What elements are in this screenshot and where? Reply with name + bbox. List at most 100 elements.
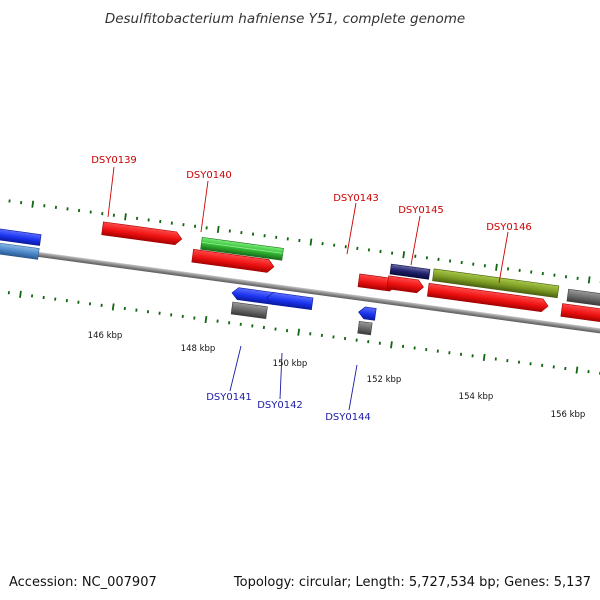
bottom-tick-major — [575, 366, 579, 374]
gene-label-dsy0146[interactable]: DSY0146 — [486, 222, 532, 233]
bottom-tick-major — [390, 341, 393, 349]
cds-reverse-0142 — [266, 292, 314, 311]
top-tick — [286, 237, 289, 241]
bottom-tick — [216, 319, 219, 323]
top-tick — [530, 270, 533, 274]
bottom-tick — [401, 344, 405, 349]
bottom-tick — [494, 357, 497, 361]
bottom-tick — [309, 332, 312, 336]
bottom-tick-major — [111, 303, 115, 311]
bottom-tick — [228, 321, 231, 325]
bottom-tick — [77, 300, 80, 304]
map-title: Desulfitobacterium hafniense Y51, comple… — [105, 11, 465, 27]
genome-backbone — [0, 236, 600, 344]
top-tick — [391, 251, 394, 255]
bottom-tick — [448, 351, 451, 355]
bottom-tick — [30, 294, 34, 298]
top-tick-major — [495, 263, 498, 271]
bottom-tick — [378, 341, 381, 345]
bottom-tick-major — [482, 353, 486, 362]
genome-summary: Topology: circular; Length: 5,727,534 bp… — [233, 575, 591, 590]
callout-dsy0140 — [200, 180, 209, 233]
bottom-tick — [343, 336, 347, 341]
bottom-tick — [425, 347, 428, 352]
callout-dsy0145 — [410, 215, 421, 266]
accession-label: Accession: NC_007907 — [9, 575, 157, 590]
gene-label-dsy0143[interactable]: DSY0143 — [333, 193, 379, 204]
top-tick — [472, 262, 475, 266]
gene-label-dsy0141[interactable]: DSY0141 — [206, 392, 252, 403]
top-tick — [43, 204, 46, 208]
top-tick — [356, 246, 359, 250]
bottom-tick-major — [297, 328, 301, 336]
top-tick — [8, 199, 11, 203]
top-tick — [448, 259, 452, 263]
callout-dsy0142 — [279, 352, 283, 400]
top-tick — [78, 208, 81, 213]
top-tick — [205, 226, 208, 230]
cds-reverse-0144 — [358, 306, 377, 321]
top-tick — [112, 213, 115, 217]
feature-green-0140 — [200, 236, 284, 261]
top-tick — [66, 207, 69, 211]
top-tick — [344, 245, 347, 249]
bottom-tick — [587, 370, 590, 374]
top-tick — [379, 249, 382, 254]
gene-label-dsy0140[interactable]: DSY0140 — [186, 170, 232, 181]
top-tick — [518, 268, 521, 273]
feature-gray-right — [566, 288, 600, 312]
bottom-tick — [471, 354, 474, 358]
bottom-tick — [320, 333, 323, 337]
bottom-tick — [251, 324, 254, 328]
top-tick — [333, 243, 336, 247]
bottom-tick — [529, 362, 532, 366]
bottom-tick — [123, 306, 126, 311]
top-tick — [193, 224, 197, 228]
feature-olive-0146 — [432, 268, 560, 299]
bottom-tick-major — [204, 315, 208, 324]
bottom-tick — [100, 303, 103, 307]
gene-label-dsy0144[interactable]: DSY0144 — [325, 412, 371, 423]
bottom-tick — [170, 313, 173, 317]
cds-reverse-0141 — [231, 287, 275, 305]
top-tick — [135, 216, 139, 220]
gene-label-dsy0145[interactable]: DSY0145 — [398, 205, 444, 216]
top-tick — [553, 273, 556, 277]
top-tick-major — [402, 251, 406, 259]
top-tick — [564, 275, 568, 279]
top-tick-major — [31, 200, 35, 208]
gene-label-dsy0142[interactable]: DSY0142 — [257, 400, 303, 411]
top-tick — [275, 235, 278, 239]
top-tick — [240, 230, 243, 235]
callout-dsy0139 — [107, 166, 115, 218]
top-tick — [367, 248, 371, 252]
bottom-tick — [506, 359, 509, 363]
bottom-tick — [286, 329, 289, 333]
gene-label-dsy0139[interactable]: DSY0139 — [91, 155, 137, 166]
bottom-tick — [459, 352, 463, 356]
top-tick — [89, 210, 92, 214]
bottom-tick — [541, 363, 544, 367]
bottom-tick — [146, 310, 150, 314]
top-tick — [147, 218, 150, 222]
ticks-top — [8, 199, 600, 284]
top-tick-major — [587, 276, 591, 284]
cds-forward-0139 — [101, 221, 183, 246]
cds-forward-0140 — [191, 248, 275, 273]
callout-dsy0144 — [348, 364, 358, 411]
tick-label-152kbp: 152 kbp — [367, 375, 402, 385]
top-tick — [182, 223, 185, 227]
top-tick — [170, 221, 173, 225]
top-tick — [541, 271, 544, 276]
top-tick — [20, 200, 23, 205]
top-tick-major — [309, 238, 313, 246]
tick-label-154kbp: 154 kbp — [459, 392, 494, 402]
top-tick — [437, 257, 440, 262]
ticks-bottom — [7, 290, 600, 375]
tick-label-156kbp: 156 kbp — [551, 410, 586, 420]
top-tick — [576, 276, 579, 280]
bottom-tick — [564, 366, 567, 371]
bottom-tick — [158, 311, 161, 315]
cds-forward-right — [560, 303, 600, 328]
